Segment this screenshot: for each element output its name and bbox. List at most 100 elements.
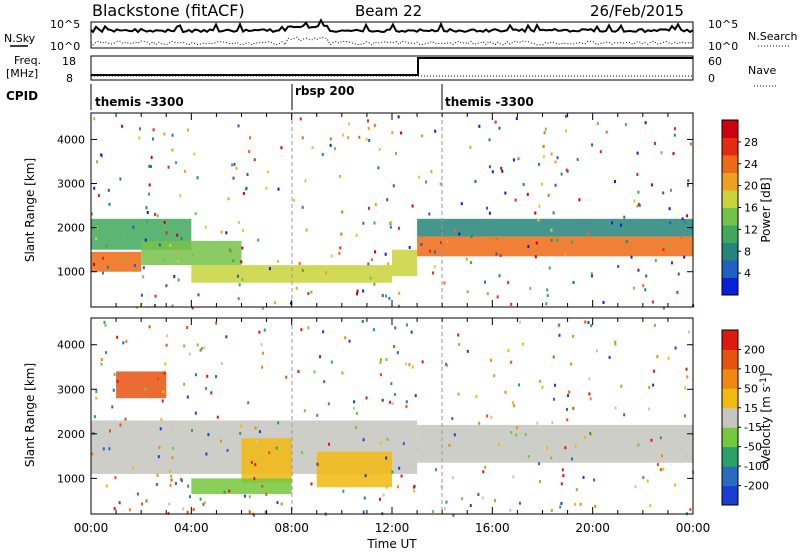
power-pixel — [165, 284, 168, 288]
velocity-pixel — [275, 446, 278, 450]
velocity-pixel — [171, 428, 174, 432]
velocity-pixel — [322, 330, 325, 334]
velocity-pixel — [490, 358, 493, 362]
velocity-pixel — [256, 426, 259, 430]
power-pixel — [148, 183, 151, 187]
power-y-tick-label: 4000 — [57, 133, 85, 146]
velocity-pixel — [225, 335, 228, 339]
velocity-colorbar-swatch — [722, 485, 738, 506]
power-pixel — [392, 184, 395, 188]
power-pixel — [368, 139, 371, 143]
power-pixel — [387, 262, 390, 266]
freq-left-unit: [MHz] — [6, 67, 38, 80]
velocity-colorbar-tick-label: 15 — [744, 402, 758, 415]
power-pixel — [369, 276, 372, 280]
velocity-pixel — [637, 443, 640, 447]
velocity-pixel — [558, 333, 561, 337]
velocity-pixel — [91, 452, 94, 456]
velocity-pixel — [348, 339, 351, 343]
power-pixel — [144, 247, 147, 251]
velocity-pixel — [108, 442, 111, 446]
velocity-bands — [91, 371, 693, 494]
velocity-pixel — [344, 336, 347, 340]
power-pixel — [391, 131, 394, 135]
velocity-pixel — [265, 492, 268, 496]
velocity-y-axis-label: Slant Range [km] — [23, 363, 37, 467]
velocity-pixel — [379, 358, 382, 362]
velocity-pixel — [341, 371, 344, 375]
velocity-pixel — [452, 513, 455, 517]
velocity-pixel — [108, 429, 111, 433]
power-pixel — [227, 197, 230, 201]
power-pixel — [268, 267, 271, 271]
velocity-pixel — [486, 414, 489, 418]
velocity-pixel — [196, 343, 199, 347]
power-pixel — [662, 306, 665, 310]
power-pixel — [140, 293, 143, 297]
power-pixel — [676, 290, 679, 294]
power-pixel — [340, 232, 343, 236]
velocity-pixel — [550, 509, 553, 513]
power-pixel — [495, 252, 498, 256]
velocity-pixel — [469, 504, 472, 508]
velocity-colorbar-tick-label: -200 — [744, 480, 769, 493]
noise-left-tick-high: 10^5 — [50, 18, 80, 31]
power-pixel — [542, 155, 545, 159]
velocity-pixel — [186, 395, 189, 399]
power-pixel — [342, 133, 345, 137]
velocity-pixel — [560, 482, 563, 486]
x-axis-label: Time UT — [366, 537, 417, 551]
velocity-pixel — [408, 363, 411, 367]
power-pixel — [546, 294, 549, 298]
power-pixel — [293, 199, 296, 203]
cpid-label: CPID — [6, 89, 38, 103]
velocity-pixel — [521, 342, 524, 346]
power-pixel — [154, 212, 157, 216]
power-pixel — [548, 266, 551, 270]
power-pixel — [257, 238, 260, 242]
power-pixel — [144, 238, 147, 242]
velocity-pixel — [104, 351, 107, 355]
power-pixel — [669, 221, 672, 225]
power-pixel — [280, 146, 283, 150]
power-pixel — [637, 268, 640, 272]
power-colorbar-swatch — [722, 190, 738, 208]
velocity-pixel — [316, 462, 319, 466]
power-pixel — [237, 274, 240, 278]
velocity-pixel — [552, 355, 555, 359]
power-pixel — [329, 143, 332, 147]
power-pixel — [636, 172, 639, 176]
velocity-colorbar-label-sup: -1 — [759, 377, 769, 386]
cpid-segment-2: rbsp 200 — [295, 84, 354, 98]
power-pixel — [478, 124, 481, 128]
velocity-pixel — [180, 478, 183, 482]
power-pixel — [193, 152, 196, 156]
velocity-pixel — [258, 330, 261, 334]
power-pixel — [240, 260, 243, 264]
power-colorbar: 28 24 20 16 12 8 4 — [721, 119, 758, 296]
power-pixel — [644, 121, 647, 125]
power-pixel — [151, 137, 154, 141]
power-pixel — [374, 203, 377, 207]
power-pixel — [660, 151, 663, 155]
power-pixel — [93, 117, 96, 121]
velocity-pixel — [457, 333, 460, 337]
power-pixel — [261, 306, 264, 310]
velocity-pixel — [199, 348, 202, 352]
power-y-tick-label: 2000 — [57, 222, 85, 235]
power-pixel — [356, 292, 359, 296]
velocity-pixel — [587, 321, 590, 325]
power-pixel — [249, 136, 252, 140]
velocity-pixel — [541, 385, 544, 389]
power-pixel — [673, 127, 676, 131]
power-pixel — [637, 202, 640, 206]
velocity-pixel — [572, 334, 575, 338]
power-pixel — [542, 144, 545, 148]
velocity-pixel — [124, 417, 127, 421]
power-panel: 1000 2000 3000 4000 Slant Range [km] — [23, 112, 695, 310]
velocity-pixel — [158, 445, 161, 449]
power-pixel — [554, 160, 557, 164]
power-pixel — [241, 246, 244, 250]
power-colorbar-swatch — [722, 207, 738, 226]
velocity-pixel — [116, 450, 119, 454]
